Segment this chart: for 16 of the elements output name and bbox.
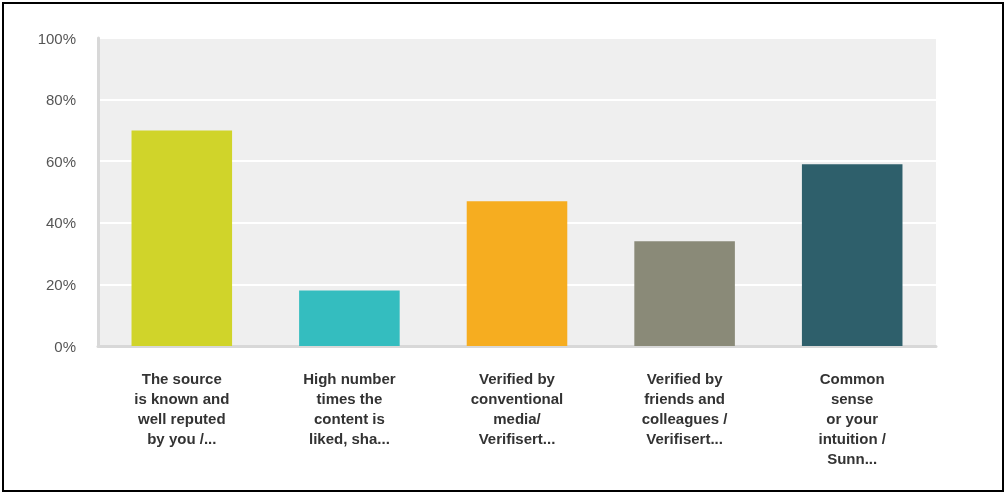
x-tick-label: Common sense or your intuition / Sunn...	[818, 369, 887, 467]
bar	[801, 164, 903, 346]
bar	[299, 290, 400, 346]
bar	[634, 241, 735, 346]
x-tick-label: The source is known and well reputed by you /...	[134, 369, 230, 447]
y-tick-label: 0%	[54, 337, 76, 355]
bar	[466, 201, 568, 346]
y-tick-label: 100%	[37, 29, 76, 47]
x-tick-label: High number times the content is liked, sha...	[303, 369, 396, 447]
x-tick-label: Verified by conventional media/ Verifisert...	[470, 369, 564, 447]
y-tick-label: 20%	[45, 275, 76, 293]
x-tick-label: Verified by friends and colleagues / Verifisert...	[641, 369, 729, 447]
y-tick-label: 80%	[45, 91, 76, 109]
bar	[131, 130, 233, 346]
y-tick-label: 60%	[45, 152, 76, 170]
y-tick-label: 40%	[45, 214, 76, 232]
